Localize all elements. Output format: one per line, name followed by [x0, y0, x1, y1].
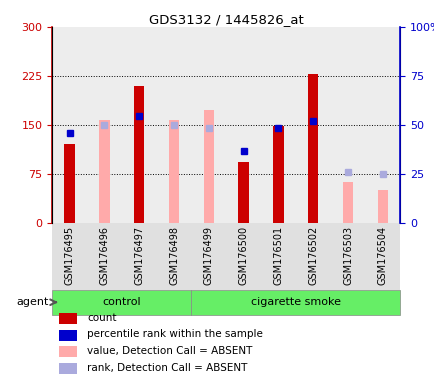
Bar — [191, 27, 226, 223]
Bar — [203, 110, 214, 223]
Bar — [168, 120, 179, 223]
Bar — [59, 363, 76, 374]
Bar — [238, 162, 248, 223]
Bar — [377, 190, 387, 223]
Text: GSM176504: GSM176504 — [377, 226, 387, 285]
Bar — [64, 144, 75, 223]
Text: GSM176497: GSM176497 — [134, 226, 144, 285]
Text: control: control — [102, 297, 141, 307]
Bar — [365, 223, 399, 290]
Bar — [295, 27, 330, 223]
Text: GSM176499: GSM176499 — [204, 226, 213, 285]
Bar — [52, 27, 87, 223]
Bar — [330, 27, 365, 223]
Title: GDS3132 / 1445826_at: GDS3132 / 1445826_at — [148, 13, 303, 26]
Text: GSM176502: GSM176502 — [308, 226, 317, 285]
Bar — [52, 223, 87, 290]
Bar — [342, 182, 352, 223]
Bar — [99, 119, 109, 223]
Bar — [260, 223, 295, 290]
Bar — [365, 27, 399, 223]
Text: agent: agent — [16, 297, 49, 307]
Bar — [59, 329, 76, 341]
Text: cigarette smoke: cigarette smoke — [250, 297, 340, 307]
Bar — [134, 86, 144, 223]
Text: value, Detection Call = ABSENT: value, Detection Call = ABSENT — [87, 346, 252, 356]
Bar — [307, 74, 318, 223]
Bar — [295, 223, 330, 290]
Bar — [87, 223, 122, 290]
Bar — [226, 27, 260, 223]
Text: percentile rank within the sample: percentile rank within the sample — [87, 329, 262, 339]
Bar — [191, 290, 399, 315]
Bar — [226, 223, 260, 290]
Text: GSM176501: GSM176501 — [273, 226, 283, 285]
Text: GSM176496: GSM176496 — [99, 226, 109, 285]
Text: rank, Detection Call = ABSENT: rank, Detection Call = ABSENT — [87, 363, 247, 373]
Text: GSM176498: GSM176498 — [169, 226, 178, 285]
Bar — [52, 290, 191, 315]
Bar — [156, 27, 191, 223]
Bar — [122, 223, 156, 290]
Text: GSM176500: GSM176500 — [238, 226, 248, 285]
Bar — [330, 223, 365, 290]
Bar — [273, 126, 283, 223]
Bar — [260, 27, 295, 223]
Text: GSM176495: GSM176495 — [65, 226, 74, 285]
Bar — [59, 346, 76, 357]
Bar — [87, 27, 122, 223]
Bar — [59, 313, 76, 324]
Text: count: count — [87, 313, 116, 323]
Bar — [156, 223, 191, 290]
Text: GSM176503: GSM176503 — [342, 226, 352, 285]
Bar — [122, 27, 156, 223]
Bar — [191, 223, 226, 290]
